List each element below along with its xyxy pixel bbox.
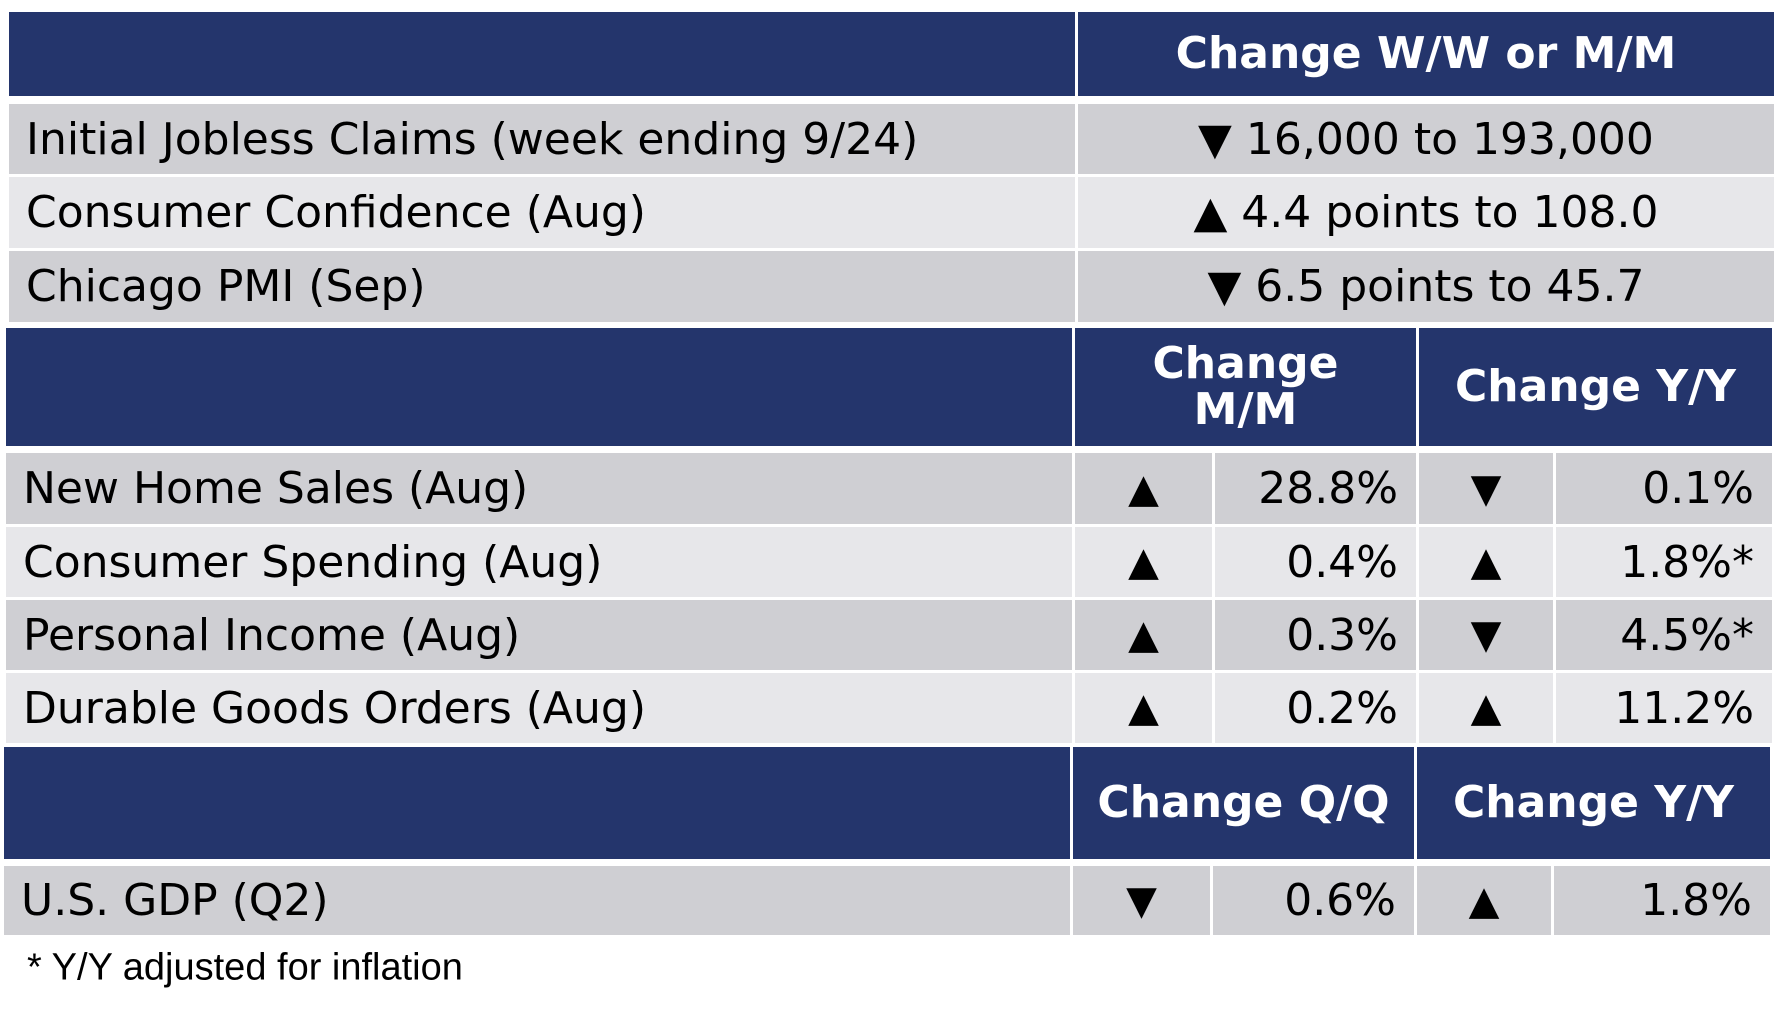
change-qq-value: 0.6% bbox=[1213, 866, 1414, 935]
change-yy-value: 0.1% bbox=[1556, 453, 1772, 524]
direction-arrow-icon: ▲ bbox=[1075, 453, 1212, 524]
direction-arrow-icon: ▲ bbox=[1419, 527, 1553, 597]
change-mm-value: 0.3% bbox=[1215, 600, 1416, 670]
section3-header-blank bbox=[4, 747, 1070, 859]
section2-header-change-mm: Change M/M bbox=[1075, 328, 1416, 446]
change-mm-value: 0.2% bbox=[1215, 673, 1416, 743]
table-row-label: New Home Sales (Aug) bbox=[6, 453, 1072, 524]
direction-arrow-icon: ▲ bbox=[1419, 673, 1553, 743]
change-yy-value: 4.5%* bbox=[1556, 600, 1772, 670]
section3-header-change-qq: Change Q/Q bbox=[1073, 747, 1414, 859]
section2-header-change-yy: Change Y/Y bbox=[1419, 328, 1772, 446]
table-row-change: ▼ 16,000 to 193,000 bbox=[1078, 104, 1774, 174]
table-row-change: ▼ 6.5 points to 45.7 bbox=[1078, 251, 1774, 322]
change-mm-value: 28.8% bbox=[1215, 453, 1416, 524]
section3-header-change-yy: Change Y/Y bbox=[1417, 747, 1770, 859]
section2-header-blank bbox=[6, 328, 1072, 446]
table-row-label: Durable Goods Orders (Aug) bbox=[6, 673, 1072, 743]
direction-arrow-icon: ▲ bbox=[1075, 673, 1212, 743]
direction-arrow-icon: ▼ bbox=[1419, 600, 1553, 670]
change-mm-value: 0.4% bbox=[1215, 527, 1416, 597]
direction-arrow-icon: ▼ bbox=[1073, 866, 1210, 935]
change-yy-value: 1.8% bbox=[1554, 866, 1770, 935]
direction-arrow-icon: ▲ bbox=[1075, 527, 1212, 597]
section1-header-blank bbox=[9, 12, 1075, 96]
table-row-label: U.S. GDP (Q2) bbox=[4, 866, 1070, 935]
table-row-change: ▲ 4.4 points to 108.0 bbox=[1078, 177, 1774, 248]
direction-arrow-icon: ▼ bbox=[1419, 453, 1553, 524]
footnote: * Y/Y adjusted for inflation bbox=[27, 946, 463, 989]
change-yy-value: 11.2% bbox=[1556, 673, 1772, 743]
section1-header-change: Change W/W or M/M bbox=[1078, 12, 1774, 96]
table-row-label: Personal Income (Aug) bbox=[6, 600, 1072, 670]
direction-arrow-icon: ▲ bbox=[1075, 600, 1212, 670]
change-yy-value: 1.8%* bbox=[1556, 527, 1772, 597]
table-row-label: Chicago PMI (Sep) bbox=[9, 251, 1075, 322]
table-row-label: Initial Jobless Claims (week ending 9/24… bbox=[9, 104, 1075, 174]
direction-arrow-icon: ▲ bbox=[1417, 866, 1551, 935]
table-row-label: Consumer Confidence (Aug) bbox=[9, 177, 1075, 248]
table-row-label: Consumer Spending (Aug) bbox=[6, 527, 1072, 597]
